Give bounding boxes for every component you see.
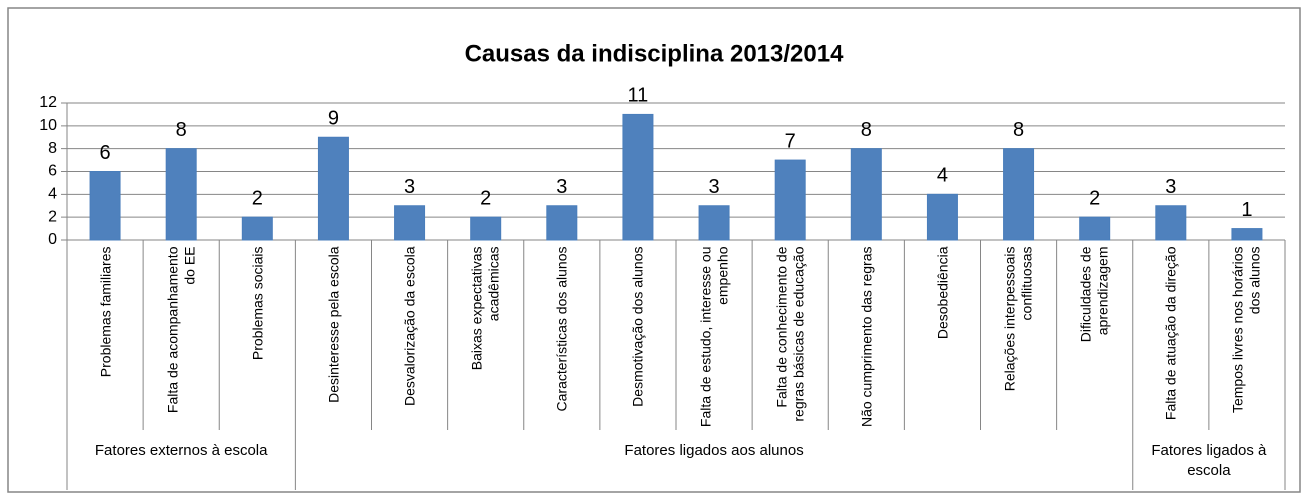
- data-label: 9: [328, 108, 339, 130]
- data-label: 3: [556, 176, 567, 198]
- y-tick-label: 8: [48, 140, 57, 157]
- data-label: 1: [1241, 199, 1252, 221]
- bar: [1231, 228, 1263, 241]
- category-label: Desinteresse pela escola: [324, 246, 341, 403]
- y-tick-label: 12: [39, 94, 57, 111]
- data-label: 6: [100, 142, 111, 164]
- category-label: Falta de atuação da direção: [1162, 246, 1179, 421]
- bar: [546, 205, 578, 241]
- data-label: 11: [628, 85, 649, 107]
- chart-border: [7, 7, 1301, 493]
- y-tick-label: 10: [39, 117, 57, 134]
- data-label: 7: [785, 130, 796, 152]
- data-label: 2: [480, 187, 491, 209]
- data-label: 2: [252, 187, 263, 209]
- data-label: 8: [176, 119, 187, 141]
- y-tick-label: 4: [48, 186, 57, 203]
- data-label: 4: [937, 165, 948, 187]
- data-label: 3: [709, 176, 720, 198]
- bar: [850, 148, 882, 241]
- bar: [394, 205, 426, 241]
- category-label: Problemas sociais: [248, 246, 265, 361]
- data-label: 8: [1013, 119, 1024, 141]
- bar: [470, 216, 502, 241]
- category-label: Características dos alunos: [553, 246, 570, 412]
- category-label: Desmotivação dos alunos: [629, 246, 646, 407]
- group-label: Fatores externos à escola: [94, 442, 268, 459]
- y-tick-label: 2: [48, 208, 57, 225]
- category-label: Falta de estudo, interesse ou empenho: [697, 246, 731, 428]
- group-label: Fatores ligados à escola: [1151, 442, 1267, 479]
- data-label: 3: [1165, 176, 1176, 198]
- bar: [1003, 148, 1035, 241]
- bar: [1155, 205, 1187, 241]
- chart-title: Causas da indisciplina 2013/2014: [465, 40, 845, 67]
- bar: [926, 193, 958, 241]
- y-tick-label: 0: [48, 231, 57, 248]
- bar: [698, 205, 730, 241]
- category-label: Falta de conhecimento de regras básicas …: [773, 246, 807, 422]
- data-label: 8: [861, 119, 872, 141]
- category-label: Relações interpessoais conflituosas: [1001, 246, 1035, 392]
- category-label: Desvalorização da escola: [401, 246, 418, 407]
- category-label: Tempos livres nos horários dos alunos: [1229, 246, 1263, 414]
- bar: [774, 159, 806, 241]
- category-label: Falta de acompanhamento do EE: [164, 246, 198, 414]
- category-label: Baixas expectativas acadêmicas: [468, 246, 502, 371]
- bar: [165, 148, 197, 241]
- y-tick-label: 6: [48, 163, 57, 180]
- bar: [622, 113, 654, 241]
- group-label: Fatores ligados aos alunos: [624, 442, 804, 459]
- data-label: 2: [1089, 187, 1100, 209]
- bar: [1079, 216, 1111, 241]
- bar: [89, 171, 121, 241]
- bar: [241, 216, 273, 241]
- category-label: Desobediência: [933, 246, 950, 340]
- category-label: Problemas familiares: [96, 246, 113, 378]
- data-label: 3: [404, 176, 415, 198]
- category-label: Dificuldades de aprendizagem: [1077, 246, 1111, 343]
- bar: [317, 136, 349, 241]
- category-label: Não cumprimento das regras: [857, 246, 874, 428]
